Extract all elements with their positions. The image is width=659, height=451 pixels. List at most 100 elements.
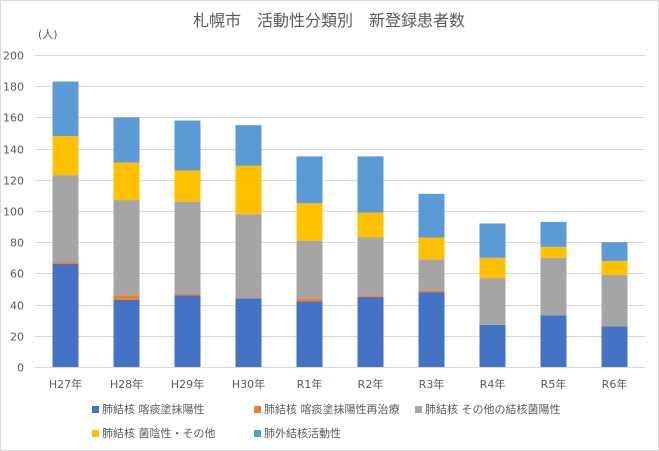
- bar-segment-series-1: [357, 295, 384, 297]
- legend: 肺結核 喀痰塗抹陽性 肺結核 喀痰塗抹陽性再治療 肺結核 その他の結核菌陽性肺結核 …: [92, 402, 561, 440]
- bar-stack: [357, 156, 384, 367]
- bar-segment-series-4: [113, 117, 140, 163]
- bar-segment-series-2: [296, 240, 323, 299]
- bar-segment-series-2: [235, 214, 262, 299]
- bar-segment-series-3: [418, 237, 445, 260]
- legend-label: 肺結核 喀痰塗抹陽性再治療: [264, 402, 400, 416]
- bar-segment-series-2: [601, 274, 628, 327]
- bar-segment-series-3: [601, 260, 628, 275]
- y-tick-label: 100: [3, 206, 24, 219]
- legend-item: 肺外結核活動性: [254, 426, 341, 440]
- y-tick-label: 120: [3, 175, 24, 188]
- x-category-label: R4年: [480, 377, 506, 391]
- bar-stack: [113, 117, 140, 367]
- legend-swatch: [254, 406, 261, 413]
- x-category-label: R2年: [358, 377, 384, 391]
- bar-segment-series-2: [113, 200, 140, 296]
- x-category-label: R5年: [541, 377, 567, 391]
- bar-segment-series-0: [418, 292, 445, 367]
- bar-segment-series-0: [357, 296, 384, 367]
- bar-segment-series-0: [235, 298, 262, 367]
- bar-stack: [52, 81, 79, 367]
- bar-segment-series-3: [479, 257, 506, 279]
- bar-segment-series-0: [174, 295, 201, 367]
- legend-item: 肺結核 喀痰塗抹陽性: [92, 402, 205, 416]
- bar-segment-series-4: [418, 193, 445, 238]
- legend-item: 肺結核 菌陰性・その他: [92, 426, 216, 440]
- legend-label: 肺外結核活動性: [264, 426, 341, 440]
- bar-segment-series-0: [479, 324, 506, 367]
- x-category-label: H27年: [49, 377, 82, 391]
- bar-stack: [296, 156, 323, 367]
- bar-segment-series-0: [296, 301, 323, 367]
- bar-segment-series-0: [540, 315, 567, 367]
- bar-stack: [601, 242, 628, 367]
- bar-segment-series-3: [357, 212, 384, 238]
- bar-stack: [540, 221, 567, 367]
- bar-segment-series-3: [113, 162, 140, 201]
- x-category-label: R6年: [602, 377, 628, 391]
- x-category-label: H29年: [171, 377, 204, 391]
- bar-segment-series-4: [357, 156, 384, 213]
- bar-segment-series-1: [174, 293, 201, 296]
- chart-title: 札幌市 活動性分類別 新登録患者数: [193, 11, 465, 30]
- bar-stack: [174, 120, 201, 367]
- y-tick-label: 180: [3, 81, 24, 94]
- y-axis-tick-labels: 0 20 40 60 80 100 120 140 160 180 200: [3, 50, 24, 375]
- legend-item: 肺結核 その他の結核菌陽性: [415, 402, 561, 416]
- bar-segment-series-4: [540, 221, 567, 247]
- legend-label: 肺結核 その他の結核菌陽性: [425, 402, 561, 416]
- bar-stack: [235, 125, 262, 367]
- bar-segment-series-4: [479, 223, 506, 258]
- bar-segment-series-2: [357, 237, 384, 296]
- x-axis-category-labels: H27年 H28年 H29年 H30年 R1年 R2年 R3年 R4年 R5年 R6年: [49, 377, 627, 391]
- bar-segment-series-1: [113, 295, 140, 300]
- y-axis-unit-label: (人): [38, 28, 58, 41]
- bar-segment-series-4: [601, 242, 628, 261]
- y-tick-label: 140: [3, 144, 24, 157]
- bar-segment-series-3: [540, 246, 567, 258]
- legend-swatch: [92, 406, 99, 413]
- y-tick-label: 40: [10, 300, 24, 313]
- bar-segment-series-3: [52, 136, 79, 176]
- legend-swatch: [92, 430, 99, 437]
- bar-segment-series-0: [601, 326, 628, 367]
- y-tick-label: 80: [10, 237, 24, 250]
- bar-segment-series-3: [235, 165, 262, 215]
- x-category-label: R1年: [297, 377, 323, 391]
- bar-segment-series-0: [52, 264, 79, 367]
- y-tick-label: 60: [10, 268, 24, 281]
- bar-segment-series-2: [174, 201, 201, 294]
- bar-segment-series-1: [52, 262, 79, 265]
- bar-segment-series-2: [540, 257, 567, 316]
- legend-label: 肺結核 菌陰性・その他: [102, 426, 216, 440]
- bar-segment-series-4: [296, 156, 323, 204]
- legend-item: 肺結核 喀痰塗抹陽性再治療: [254, 402, 400, 416]
- legend-swatch: [254, 430, 261, 437]
- bar-segment-series-1: [418, 290, 445, 293]
- bar-segment-series-1: [296, 298, 323, 302]
- x-category-label: H28年: [110, 377, 143, 391]
- x-category-label: H30年: [232, 377, 265, 391]
- y-tick-label: 200: [3, 50, 24, 63]
- bar-segment-series-2: [479, 278, 506, 325]
- bar-segment-series-3: [296, 203, 323, 241]
- bar-segment-series-2: [418, 259, 445, 291]
- bar-segment-series-2: [52, 175, 79, 263]
- legend-swatch: [415, 406, 422, 413]
- y-tick-label: 160: [3, 112, 24, 125]
- bar-segment-series-4: [52, 81, 79, 137]
- bars: [52, 81, 628, 367]
- bar-segment-series-0: [113, 299, 140, 367]
- bar-segment-series-4: [174, 120, 201, 171]
- y-tick-label: 20: [10, 331, 24, 344]
- x-category-label: R3年: [419, 377, 445, 391]
- bar-segment-series-4: [235, 125, 262, 166]
- bar-segment-series-3: [174, 170, 201, 202]
- bar-stack: [418, 193, 445, 367]
- legend-label: 肺結核 喀痰塗抹陽性: [102, 402, 205, 416]
- y-tick-label: 0: [17, 362, 24, 375]
- bar-stack: [479, 223, 506, 367]
